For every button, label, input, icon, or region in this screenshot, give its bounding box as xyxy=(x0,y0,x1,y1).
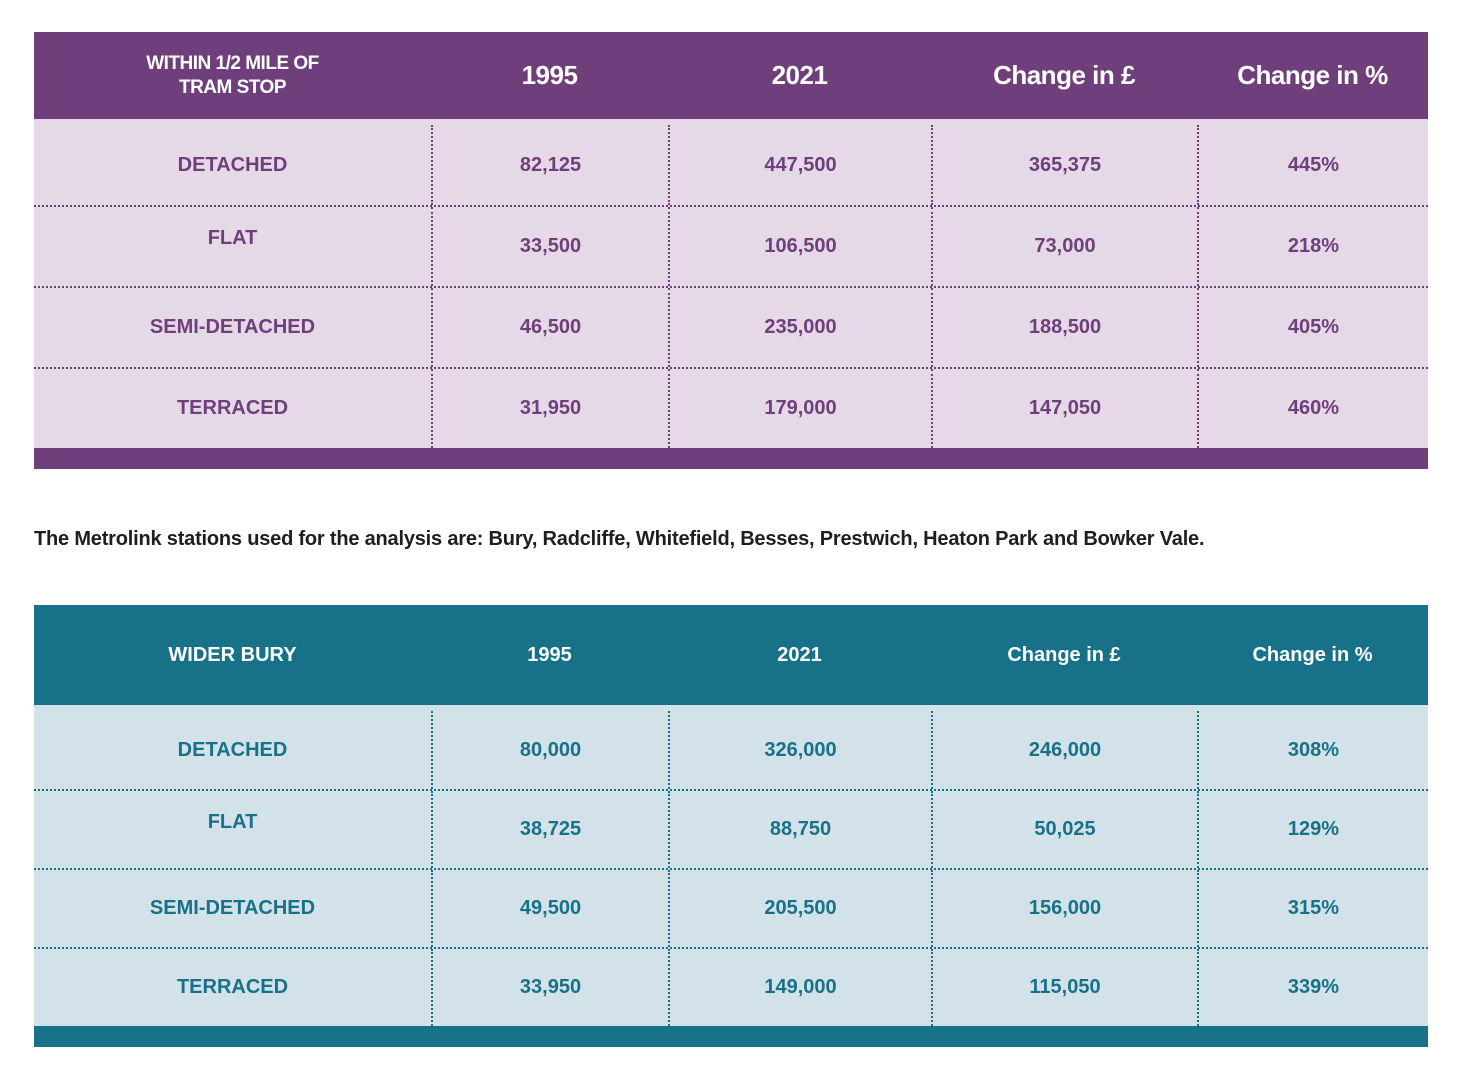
row-label: TERRACED xyxy=(176,397,289,419)
cell-2021: 205,500 xyxy=(668,870,931,947)
cell-change-gbp: 115,050 xyxy=(931,949,1197,1026)
header-line-2: TRAM STOP xyxy=(178,76,287,98)
table-row: SEMI-DETACHED 49,500 205,500 156,000 315… xyxy=(34,868,1428,947)
table-footer-bar xyxy=(34,448,1428,469)
cell-1995: 82,125 xyxy=(431,125,668,205)
table-header: WIDER BURY 1995 2021 Change in £ Change … xyxy=(34,605,1428,705)
cell-change-gbp: 147,050 xyxy=(931,369,1197,448)
header-property-type: WITHIN 1/2 MILE OF TRAM STOP xyxy=(34,52,431,100)
table-row: TERRACED 33,950 149,000 115,050 339% xyxy=(34,947,1428,1026)
cell-change-pct: 218% xyxy=(1197,207,1428,286)
row-label: SEMI-DETACHED xyxy=(149,897,316,919)
cell-change-gbp: 246,000 xyxy=(931,711,1197,789)
row-label: DETACHED xyxy=(177,153,288,176)
table-row: SEMI-DETACHED 46,500 235,000 188,500 405… xyxy=(34,286,1428,367)
row-label: DETACHED xyxy=(177,738,288,761)
tram-stop-price-table: WITHIN 1/2 MILE OF TRAM STOP 1995 2021 C… xyxy=(34,32,1428,469)
cell-change-gbp: 156,000 xyxy=(931,870,1197,947)
cell-change-pct: 308% xyxy=(1197,711,1428,789)
table-row: TERRACED 31,950 179,000 147,050 460% xyxy=(34,367,1428,448)
header-2021: 2021 xyxy=(777,643,822,666)
header-property-type: WIDER BURY xyxy=(168,643,297,666)
cell-1995: 46,500 xyxy=(431,288,668,367)
row-label: FLAT xyxy=(207,227,258,249)
row-label: FLAT xyxy=(207,811,258,833)
header-change-gbp: Change in £ xyxy=(993,60,1135,90)
cell-change-pct: 339% xyxy=(1197,949,1428,1026)
header-change-pct: Change in % xyxy=(1252,643,1373,666)
row-label: TERRACED xyxy=(176,976,289,998)
table-body: DETACHED 80,000 326,000 246,000 308% FLA… xyxy=(34,705,1428,1026)
header-line-1: WITHIN 1/2 MILE OF xyxy=(146,52,319,74)
cell-change-gbp: 188,500 xyxy=(931,288,1197,367)
table-header: WITHIN 1/2 MILE OF TRAM STOP 1995 2021 C… xyxy=(34,32,1428,119)
table-row: FLAT 38,725 88,750 50,025 129% xyxy=(34,789,1428,868)
cell-1995: 33,950 xyxy=(431,949,668,1026)
cell-1995: 80,000 xyxy=(431,711,668,789)
cell-change-pct: 315% xyxy=(1197,870,1428,947)
cell-2021: 326,000 xyxy=(668,711,931,789)
cell-2021: 447,500 xyxy=(668,125,931,205)
cell-change-pct: 405% xyxy=(1197,288,1428,367)
cell-1995: 33,500 xyxy=(431,207,668,286)
row-label: SEMI-DETACHED xyxy=(149,316,316,338)
table-row: DETACHED 80,000 326,000 246,000 308% xyxy=(34,711,1428,789)
cell-change-gbp: 365,375 xyxy=(931,125,1197,205)
table-body: DETACHED 82,125 447,500 365,375 445% FLA… xyxy=(34,119,1428,448)
table-row: DETACHED 82,125 447,500 365,375 445% xyxy=(34,125,1428,205)
cell-change-pct: 460% xyxy=(1197,369,1428,448)
cell-change-gbp: 50,025 xyxy=(931,791,1197,868)
table-footer-bar xyxy=(34,1026,1428,1047)
cell-2021: 235,000 xyxy=(668,288,931,367)
stations-note: The Metrolink stations used for the anal… xyxy=(34,528,1205,550)
table-row: FLAT 33,500 106,500 73,000 218% xyxy=(34,205,1428,286)
cell-2021: 88,750 xyxy=(668,791,931,868)
cell-2021: 106,500 xyxy=(668,207,931,286)
cell-change-pct: 129% xyxy=(1197,791,1428,868)
cell-change-gbp: 73,000 xyxy=(931,207,1197,286)
header-1995: 1995 xyxy=(521,60,578,90)
header-1995: 1995 xyxy=(527,643,572,666)
wider-bury-price-table: WIDER BURY 1995 2021 Change in £ Change … xyxy=(34,605,1428,1047)
cell-change-pct: 445% xyxy=(1197,125,1428,205)
cell-2021: 149,000 xyxy=(668,949,931,1026)
header-2021: 2021 xyxy=(771,60,828,90)
cell-1995: 49,500 xyxy=(431,870,668,947)
cell-2021: 179,000 xyxy=(668,369,931,448)
cell-1995: 31,950 xyxy=(431,369,668,448)
cell-1995: 38,725 xyxy=(431,791,668,868)
header-change-pct: Change in % xyxy=(1237,60,1388,90)
header-change-gbp: Change in £ xyxy=(1007,643,1121,666)
